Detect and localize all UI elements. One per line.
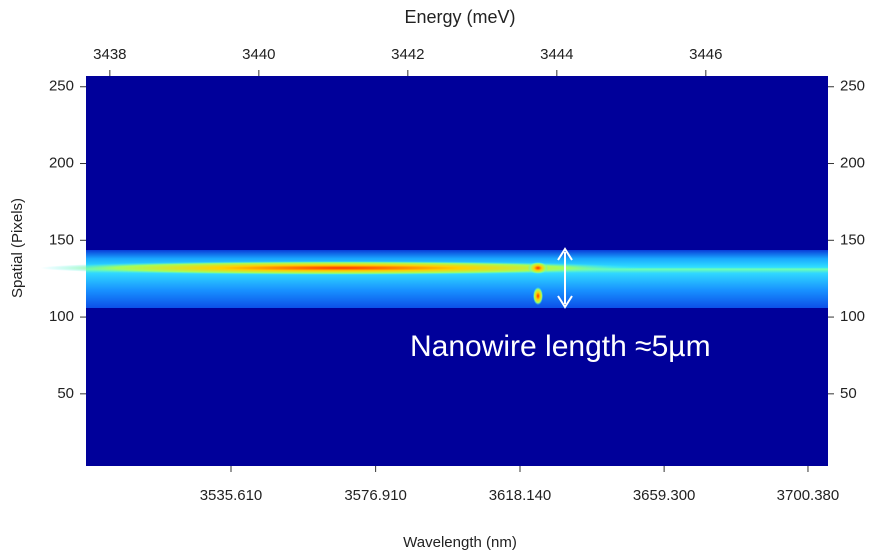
- x-tick-label: 3576.910: [344, 487, 407, 504]
- y-tick-label: 100: [49, 308, 74, 325]
- y-tick-label: 250: [49, 78, 74, 95]
- x-tick-label: 3535.610: [200, 487, 263, 504]
- y-tick-label: 200: [49, 154, 74, 171]
- x-axis-label: Wavelength (nm): [403, 534, 517, 551]
- x-tick-label: 3659.300: [633, 487, 696, 504]
- x2-tick-label: 3444: [540, 46, 573, 63]
- x-tick-label: 3700.380: [777, 487, 840, 504]
- emission-peak: [533, 287, 543, 305]
- length-arrow: [557, 247, 573, 309]
- x-tick-label: 3618.140: [489, 487, 552, 504]
- y-tick-label-right: 50: [840, 385, 857, 402]
- x2-tick-label: 3438: [93, 46, 126, 63]
- y-tick-label: 150: [49, 231, 74, 248]
- y-tick-label-right: 200: [840, 154, 865, 171]
- emission-band: [86, 250, 828, 308]
- y-axis-label: Spatial (Pixels): [9, 198, 26, 298]
- emission-core: [40, 261, 640, 275]
- y-tick-label-right: 250: [840, 78, 865, 95]
- x2-tick-label: 3440: [242, 46, 275, 63]
- annotation: Nanowire length ≈5µm: [410, 330, 711, 363]
- x2-tick-label: 3446: [689, 46, 722, 63]
- emission-peak: [528, 262, 548, 274]
- x2-axis-label: Energy (meV): [404, 7, 515, 27]
- x2-tick-label: 3442: [391, 46, 424, 63]
- y-tick-label-right: 100: [840, 308, 865, 325]
- heatmap: [40, 76, 828, 466]
- y-tick-label: 50: [57, 385, 74, 402]
- y-tick-label-right: 150: [840, 231, 865, 248]
